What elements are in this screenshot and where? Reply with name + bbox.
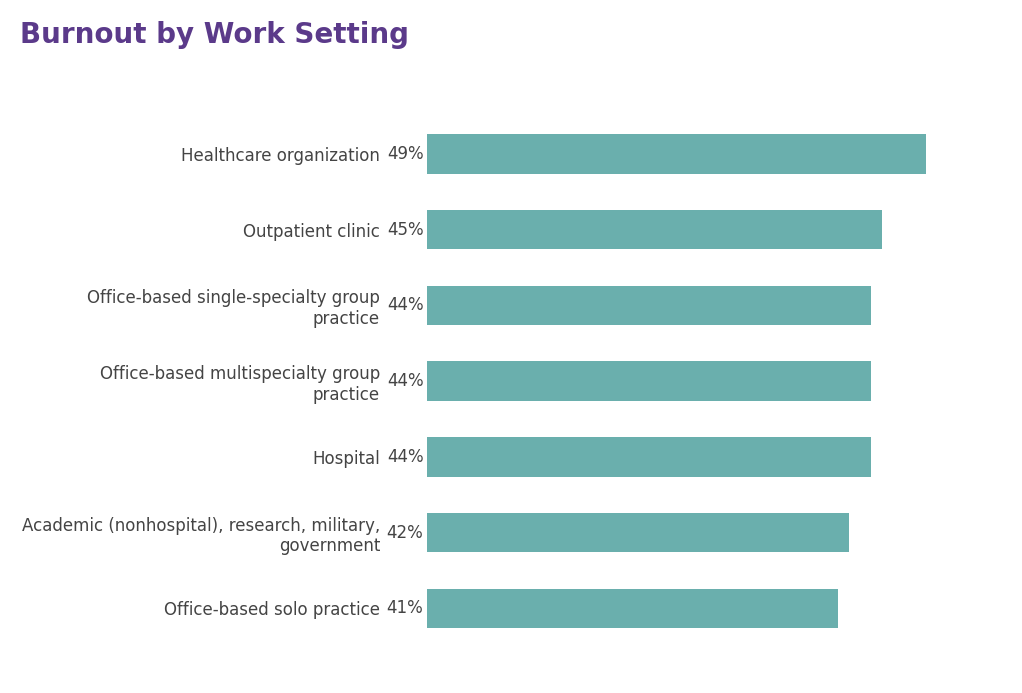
Bar xyxy=(427,513,849,552)
Text: 44%: 44% xyxy=(386,448,423,466)
Bar xyxy=(427,210,882,249)
Text: 44%: 44% xyxy=(386,372,423,390)
Bar xyxy=(427,362,871,401)
Bar xyxy=(427,437,871,477)
Text: 41%: 41% xyxy=(386,599,423,617)
Bar xyxy=(427,589,838,628)
Text: 44%: 44% xyxy=(386,297,423,315)
Text: Burnout by Work Setting: Burnout by Work Setting xyxy=(20,21,410,49)
Text: 45%: 45% xyxy=(386,220,423,238)
Bar xyxy=(427,286,871,325)
Text: 49%: 49% xyxy=(386,145,423,163)
Text: 42%: 42% xyxy=(386,524,423,542)
Bar xyxy=(427,134,926,173)
